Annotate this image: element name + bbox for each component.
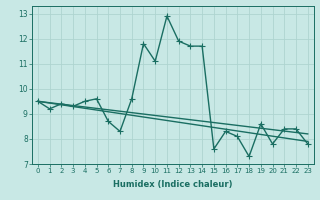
X-axis label: Humidex (Indice chaleur): Humidex (Indice chaleur) <box>113 180 233 189</box>
